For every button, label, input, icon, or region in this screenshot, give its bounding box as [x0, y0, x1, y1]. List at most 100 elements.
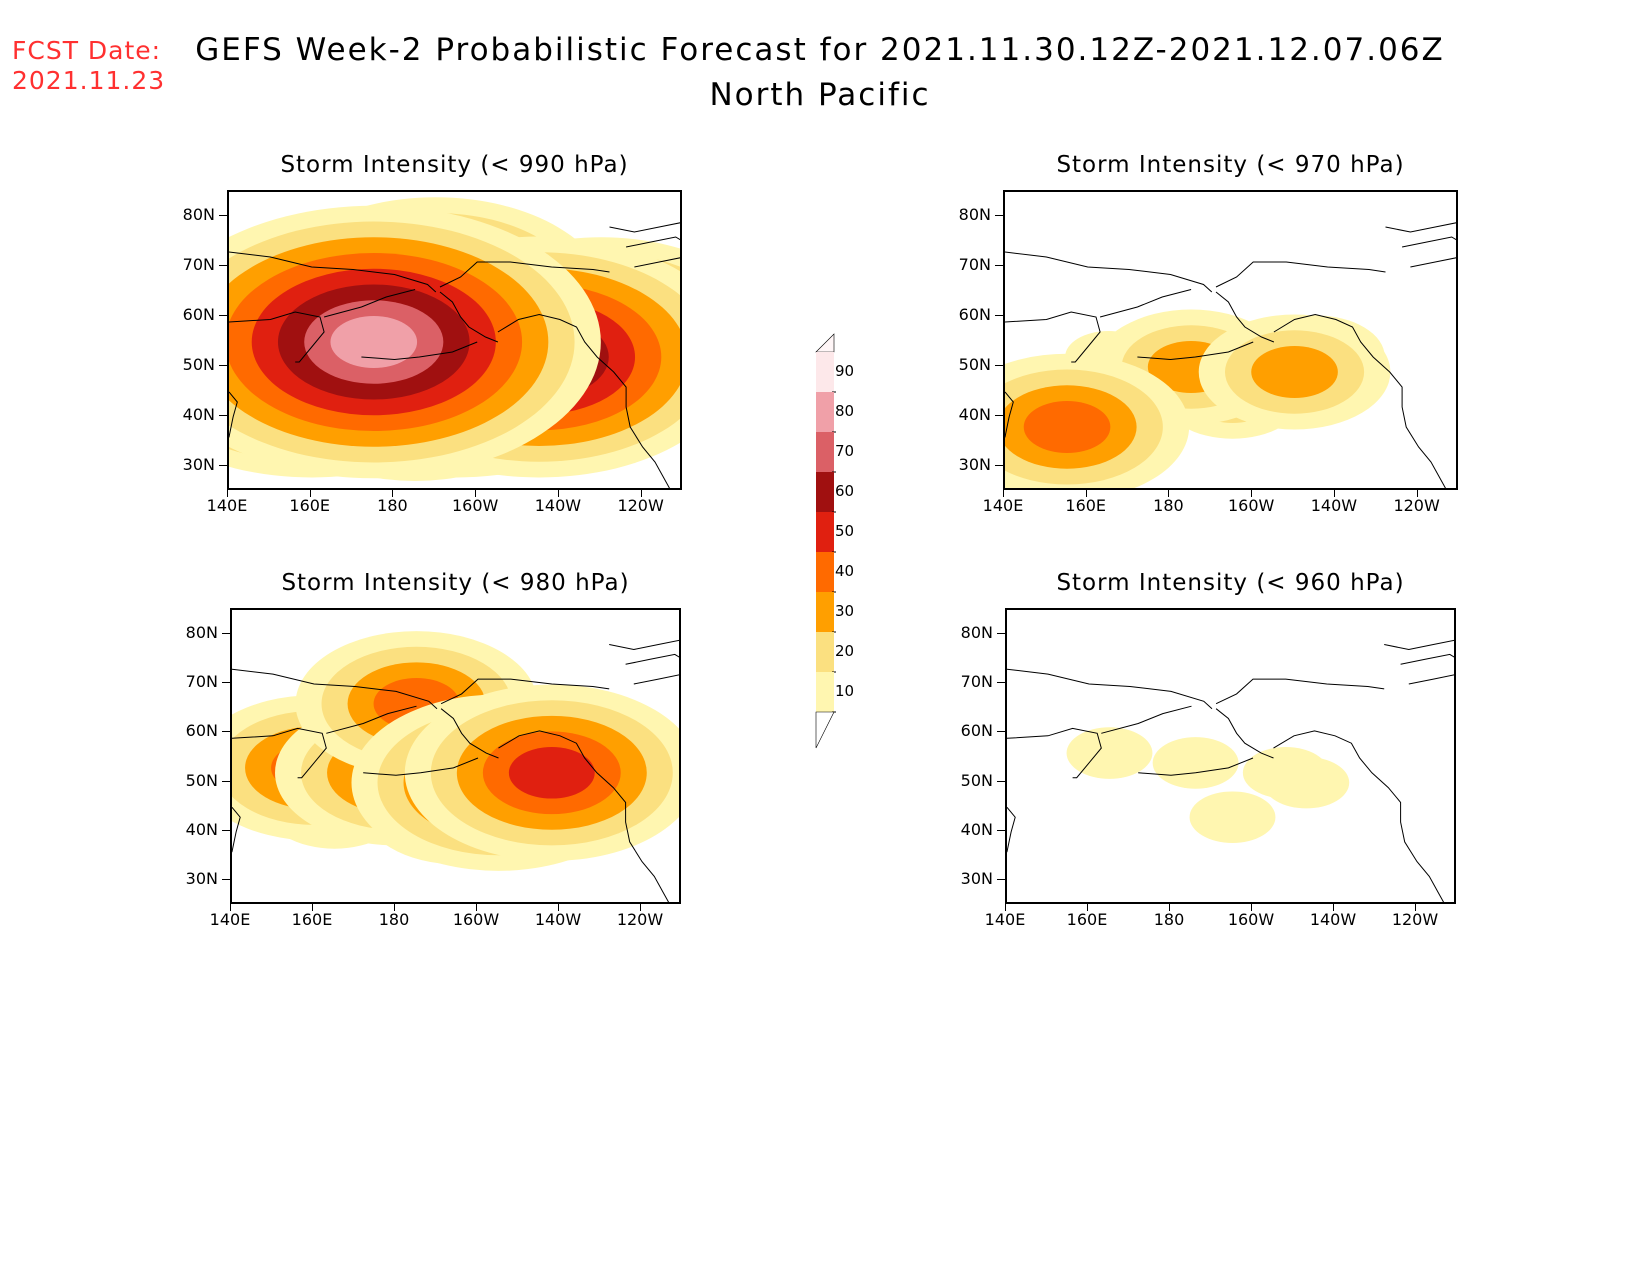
lon-tick-label: 180: [1153, 496, 1184, 515]
lon-tick-label: 140E: [206, 496, 248, 515]
coastline: [232, 727, 327, 779]
lat-tick: [219, 315, 227, 316]
lon-tick-label: 160E: [1066, 910, 1108, 929]
lon-tick: [1087, 904, 1088, 911]
lat-tick-label: 80N: [185, 622, 218, 642]
coastline: [439, 261, 610, 288]
panel-title: Storm Intensity (< 960 hPa): [1056, 570, 1405, 596]
coastline: [229, 391, 238, 438]
lat-tick: [222, 731, 230, 733]
lon-tick-label: 120W: [1393, 496, 1440, 515]
lat-tick-label: 80N: [960, 622, 993, 642]
coastline: [1005, 311, 1101, 363]
lon-tick: [309, 490, 311, 497]
forecast-date: FCST Date: 2021.11.23: [12, 36, 165, 96]
lat-tick: [219, 465, 227, 466]
probability-contour: [1023, 401, 1111, 453]
map-plot: [229, 197, 680, 488]
colorbar-label: 40: [835, 562, 855, 580]
lat-tick-label: 60N: [958, 305, 991, 324]
map-frame: [227, 190, 682, 490]
lon-tick-label: 160W: [1227, 910, 1275, 929]
page-title: GEFS Week-2 Probabilistic Forecast for 2…: [195, 32, 1445, 68]
colorbar-swatch: [816, 592, 834, 632]
lat-tick-label: 50N: [958, 355, 991, 374]
colorbar-label: 20: [835, 642, 855, 660]
panel-title: Storm Intensity (< 980 hPa): [281, 570, 630, 596]
forecast-date-label: FCST Date:: [12, 36, 162, 65]
coastline: [1385, 222, 1456, 233]
lat-tick: [995, 315, 1003, 316]
coastline: [1005, 391, 1014, 438]
lat-tick: [219, 265, 227, 266]
lat-tick-label: 60N: [182, 305, 215, 324]
lon-tick: [1085, 490, 1087, 497]
lon-tick: [558, 904, 559, 911]
map-frame: [1005, 608, 1456, 904]
lon-tick: [1168, 490, 1170, 497]
panel-title: Storm Intensity (< 990 hPa): [280, 152, 629, 178]
lat-tick-label: 40N: [958, 405, 991, 424]
lat-tick: [222, 780, 230, 782]
coastline: [625, 653, 679, 665]
coastline: [363, 757, 479, 776]
coastline: [1215, 291, 1275, 343]
probability-contour: [1066, 727, 1153, 779]
coastline: [1273, 730, 1445, 902]
coastline: [1402, 236, 1456, 248]
coastline: [1007, 806, 1016, 853]
lat-tick-label: 30N: [958, 455, 991, 474]
lon-tick-label: 140W: [534, 496, 582, 515]
lat-tick-label: 60N: [960, 721, 993, 741]
lon-tick-label: 160W: [451, 496, 499, 515]
map-plot: [1007, 639, 1454, 902]
lon-tick: [230, 904, 231, 911]
coastline: [634, 257, 680, 268]
colorbar-label: 90: [835, 362, 855, 380]
coastline: [229, 311, 325, 363]
lat-tick: [219, 415, 227, 416]
page-subtitle: North Pacific: [709, 77, 931, 113]
colorbar-label: 30: [835, 602, 855, 620]
coastline: [232, 668, 438, 710]
coastline: [1215, 261, 1386, 288]
lon-tick: [312, 904, 313, 911]
coastline: [1215, 678, 1385, 705]
lon-tick-label: 180: [1153, 910, 1185, 929]
probability-contour: [1251, 346, 1338, 398]
lon-tick: [640, 904, 641, 911]
lat-tick-label: 30N: [960, 869, 993, 889]
lat-tick-label: 30N: [182, 455, 215, 474]
lon-tick-label: 160E: [291, 910, 333, 929]
lat-tick: [222, 632, 230, 634]
lat-tick: [219, 215, 227, 216]
coastline: [498, 730, 670, 902]
lon-tick-label: 140E: [984, 910, 1026, 929]
lon-tick: [1005, 904, 1006, 911]
colorbar-label: 80: [835, 402, 855, 420]
colorbar-label: 60: [835, 482, 855, 500]
coastline: [609, 222, 680, 233]
lat-tick-label: 30N: [185, 869, 218, 889]
colorbar-bottom-cap: [815, 711, 835, 749]
colorbar-label: 10: [835, 682, 855, 700]
coastline: [1138, 757, 1254, 776]
lon-tick: [1333, 490, 1335, 497]
colorbar-swatch: [816, 432, 834, 472]
lon-tick-label: 120W: [617, 496, 664, 515]
lon-tick-label: 140W: [534, 910, 582, 929]
lon-tick-label: 160E: [1065, 496, 1107, 515]
colorbar-label: 50: [835, 522, 855, 540]
lon-tick: [1416, 490, 1418, 497]
lat-tick: [222, 682, 230, 683]
coastline: [1215, 708, 1274, 759]
lat-tick: [997, 830, 1005, 831]
lat-tick: [995, 265, 1003, 266]
lat-tick: [997, 879, 1005, 881]
probability-contour: [508, 747, 595, 799]
lat-tick: [222, 879, 230, 881]
lat-tick: [997, 632, 1005, 634]
lon-tick: [392, 490, 394, 497]
lat-tick-label: 70N: [182, 255, 215, 274]
lon-tick: [1251, 904, 1252, 911]
